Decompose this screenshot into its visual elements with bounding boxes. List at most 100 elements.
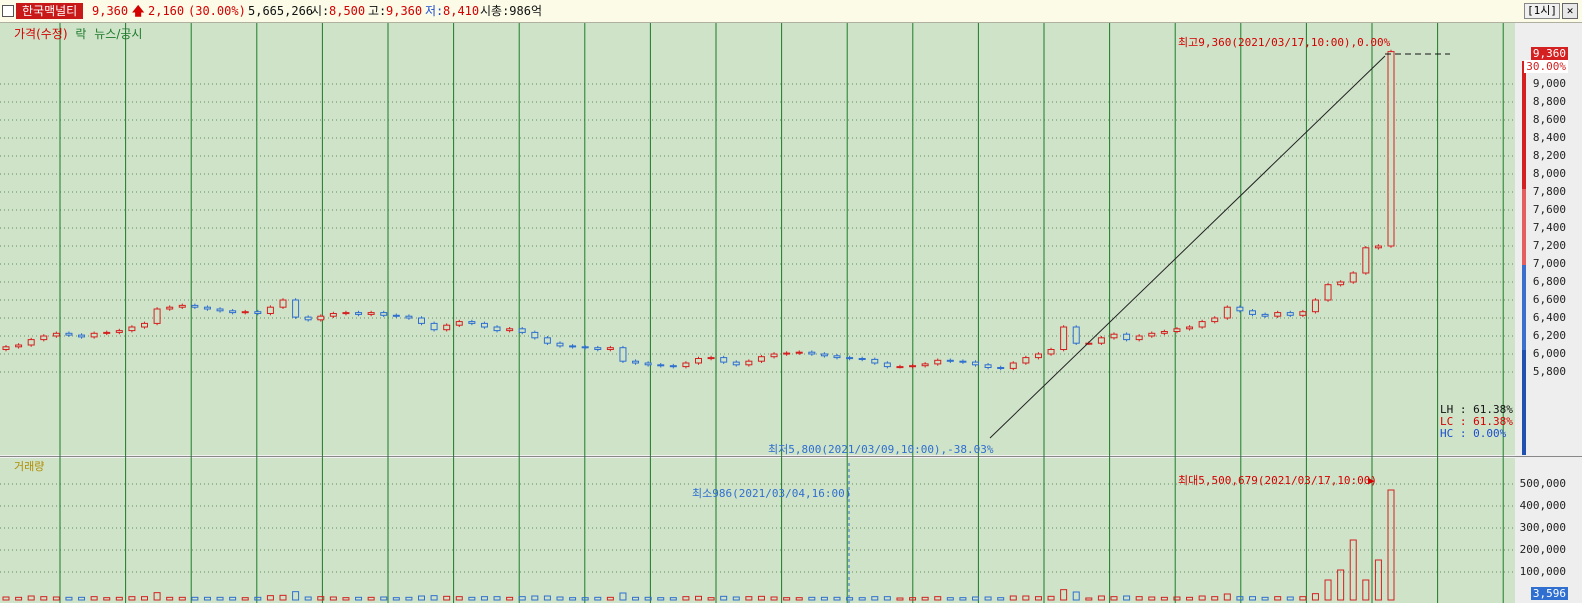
volume-bar [1311,593,1319,601]
trend-line[interactable] [989,55,1386,439]
candle-body [191,304,199,308]
candle-body [216,308,224,312]
stock-name[interactable]: 한국맥널티 [16,3,84,19]
volume-bar [682,596,690,601]
volume-bar [1022,595,1030,601]
chart-canvas[interactable] [0,23,1582,603]
price-legend: 가격(수정) 락 뉴스/공시 [14,25,146,42]
volume-bar [720,595,728,601]
low-label: 저: [425,4,444,18]
candle-body [266,306,274,315]
candle-body [342,312,350,315]
ratio-lc: LC : 61.38% [1440,415,1513,428]
volume-bar [757,595,765,601]
max-volume-annotation: 최대5,500,679(2021/03/17,10:00) [1178,474,1378,487]
price-tick-label: 7,200 [1532,239,1566,252]
candle-body [569,345,577,348]
candle-body [770,353,778,358]
volume-bar [1362,579,1370,601]
candle-body [984,364,992,368]
volume-bar [1286,596,1294,601]
candle-body [1249,310,1256,315]
volume-legend[interactable]: 거래량 [14,460,45,473]
candle-body [1160,331,1168,334]
select-checkbox[interactable] [2,5,14,17]
legend-news[interactable]: 뉴스/공시 [94,27,143,41]
volume-bar [141,596,148,601]
candle-body [15,344,23,348]
high-annotation: 최고9,360(2021/03/17,10:00),0.00% [1178,36,1391,49]
candle-body [52,332,60,337]
candle-body [871,358,879,364]
volume-bar [480,596,488,601]
volume-bar [2,596,10,601]
candle-body [745,360,753,366]
volume-bar [1349,539,1357,601]
candle-body [606,347,614,351]
low-price: 8,410 [443,4,480,18]
max-volume-arrow-icon: ▶ [1368,474,1375,487]
volume-bar [669,597,677,601]
volume-bar [606,596,614,601]
candle-body [405,315,413,319]
candle-body [392,314,400,317]
candle-body [279,299,287,308]
price-tick-label: 8,400 [1532,131,1566,144]
price-tick-label: 7,000 [1532,257,1566,270]
volume-bar [921,596,929,601]
volume-bar [1148,596,1156,601]
candle-body [682,362,690,368]
candle-body [833,355,841,359]
candle-body [657,364,665,367]
candle-body [203,306,211,310]
volume-bar [418,595,425,601]
volume-bar [1160,596,1168,601]
candle-body [644,362,652,366]
volume-bar [128,596,136,601]
candle-body [317,315,325,321]
volume-bar [153,592,161,601]
volume-bar [896,597,904,601]
price-plot-area [0,23,1515,455]
high-price: 9,360 [386,4,423,18]
candle-body [1148,332,1156,337]
stock-header-bar: 한국맥널티 9,360 🡅 2,160 (30.00%) 5,665,266 시… [0,0,1582,23]
volume-bar [745,596,753,601]
interval-selector[interactable]: [1시] [1524,3,1560,19]
volume-bar [581,597,589,601]
candle-body [367,312,375,315]
volume-bar [1261,596,1269,601]
price-tick-label: 6,600 [1532,293,1566,306]
candle-body [757,356,765,362]
volume-plot-area [0,458,1515,603]
price-tick-label: 8,200 [1532,149,1566,162]
volume-bar [65,596,73,601]
volume-bar [820,596,828,601]
volume-bar [632,596,640,601]
volume-bar [90,596,98,601]
volume-bar [342,597,350,601]
legend-price[interactable]: 가격(수정) [14,27,68,41]
candle-body [468,321,476,324]
candle-body [946,359,954,362]
volume-bar [178,596,186,601]
axis-bar-down [1522,265,1526,350]
volume-bar [166,596,174,601]
volume-bar [518,596,526,601]
close-icon[interactable]: ✕ [1562,3,1578,19]
volume-bar [1173,596,1181,601]
volume-bar [1374,559,1382,601]
volume-bar [946,597,954,601]
volume-bar [619,592,627,601]
volume-bar [909,597,917,601]
volume-bar [934,596,942,601]
candle-body [795,351,803,354]
candle-body [1374,245,1382,249]
volume-bar [329,596,337,601]
volume-bar [266,595,274,601]
volume-bar [959,597,967,601]
candle-body [1311,299,1319,313]
candle-body [695,358,702,364]
legend-rak[interactable]: 락 [75,27,87,41]
candle-body [241,311,249,314]
